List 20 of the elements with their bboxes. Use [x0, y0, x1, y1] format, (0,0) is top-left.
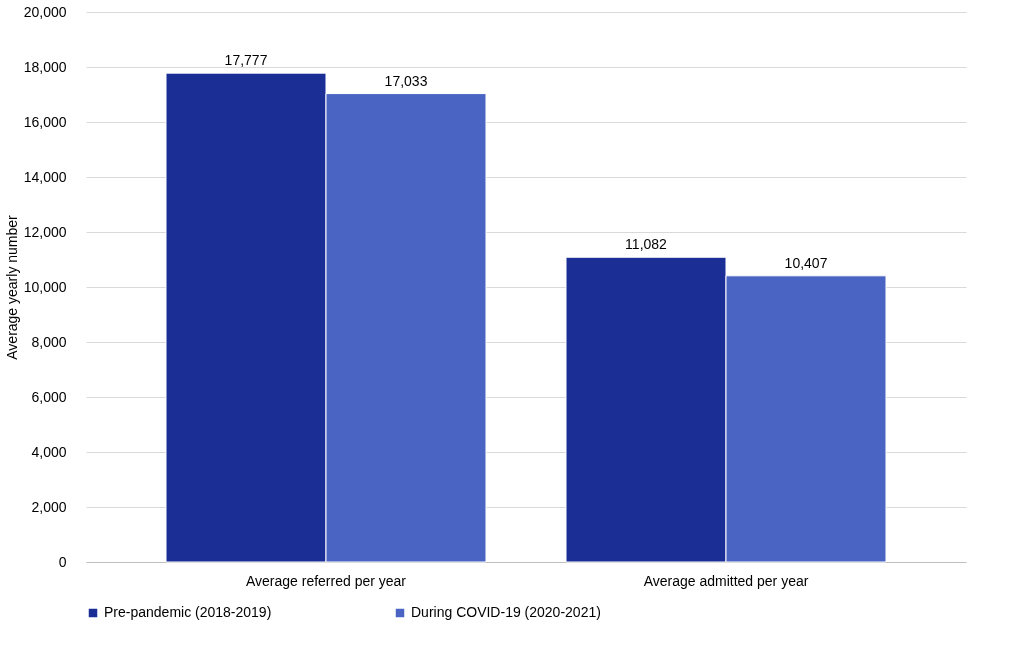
y-tick-label: 16,000	[23, 113, 67, 130]
y-tick-label: 12,000	[23, 223, 67, 240]
data-label: 17,777	[224, 52, 268, 69]
x-tick-label: Average referred per year	[245, 572, 407, 589]
data-label: 17,033	[384, 72, 428, 89]
y-tick-label: 20,000	[23, 3, 67, 20]
data-label: 10,407	[784, 254, 828, 271]
y-axis-title: Average yearly number	[3, 214, 20, 360]
legend-label: During COVID-19 (2020-2021)	[411, 604, 601, 620]
y-tick-label: 6,000	[31, 388, 67, 405]
x-tick-label: Average admitted per year	[643, 572, 809, 589]
y-tick-label: 0	[58, 553, 67, 570]
y-tick-label: 10,000	[23, 278, 67, 295]
y-tick-label: 2,000	[31, 498, 67, 515]
y-tick-label: 4,000	[31, 443, 67, 460]
y-tick-label: 18,000	[23, 58, 67, 75]
y-tick-label: 8,000	[31, 333, 67, 350]
legend-label: Pre-pandemic (2018-2019)	[104, 604, 272, 620]
y-tick-label: 14,000	[23, 168, 67, 185]
data-label: 11,082	[625, 236, 668, 253]
